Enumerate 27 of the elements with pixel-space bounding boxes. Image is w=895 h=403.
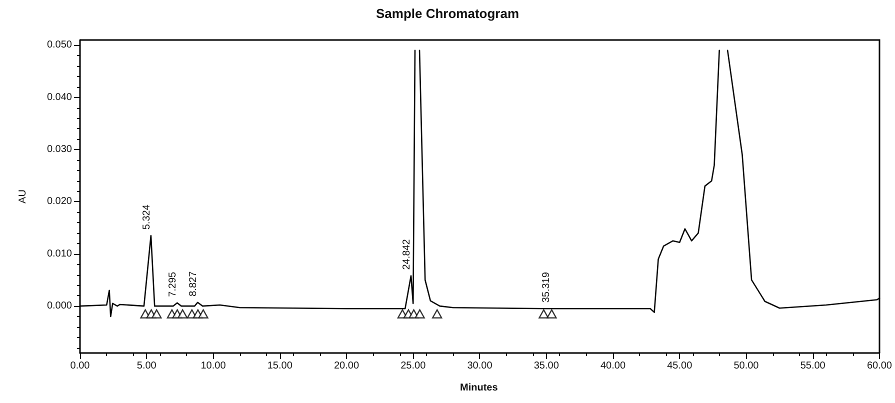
x-tick-label: 5.00	[136, 360, 157, 372]
annotation: 5.324	[141, 204, 152, 230]
y-tick-label: 0.010	[46, 248, 72, 260]
annotation: 24.842	[402, 238, 413, 270]
x-tick-label: 40.00	[600, 360, 626, 372]
y-tick-label: 0.040	[46, 92, 72, 103]
x-tick-label: 60.00	[866, 360, 892, 372]
chart-title: Sample Chromatogram	[376, 6, 520, 21]
y-axis-title: AU	[18, 190, 28, 204]
annotation: 8.827	[188, 270, 200, 296]
x-tick-label: 55.00	[800, 360, 826, 372]
annotation: 35.319	[541, 272, 552, 303]
y-tick-label: 0.000	[46, 300, 72, 312]
x-axis-title: Minutes	[460, 382, 498, 394]
x-tick-label: 35.00	[534, 360, 560, 372]
x-tick-label: 0.00	[70, 360, 90, 372]
y-tick-label: 0.030	[46, 144, 72, 156]
x-tick-label: 10.00	[200, 360, 226, 372]
x-tick-label: 20.00	[334, 360, 360, 372]
x-tick-label: 50.00	[734, 360, 760, 372]
x-tick-label: 15.00	[267, 360, 293, 372]
y-tick-label: 0.020	[46, 196, 72, 208]
x-tick-label: 45.00	[667, 360, 693, 372]
x-tick-label: 25.00	[400, 360, 426, 372]
y-tick-label: 0.050	[46, 40, 72, 51]
x-tick-label: 30.00	[467, 360, 493, 372]
annotation: 7.295	[168, 271, 179, 297]
